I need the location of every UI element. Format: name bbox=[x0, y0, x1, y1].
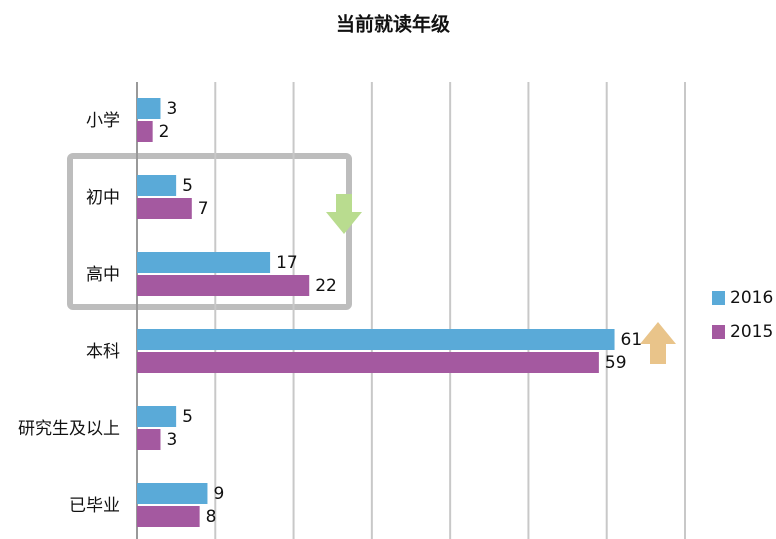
y-tick-label: 本科 bbox=[86, 342, 120, 362]
bar bbox=[137, 121, 153, 142]
down-arrow bbox=[326, 194, 362, 234]
bar bbox=[137, 483, 207, 504]
chart-title: 当前就读年级 bbox=[336, 13, 450, 36]
y-tick-label: 初中 bbox=[86, 188, 120, 208]
bar bbox=[137, 506, 200, 527]
bar bbox=[137, 329, 615, 350]
plot-area: 小学32初中57高中1722本科6159研究生及以上53已毕业982016201… bbox=[18, 82, 773, 539]
bar bbox=[137, 352, 599, 373]
bar bbox=[137, 198, 192, 219]
y-tick-label: 研究生及以上 bbox=[18, 419, 120, 439]
data-label: 7 bbox=[198, 199, 209, 219]
bar bbox=[137, 252, 270, 273]
data-label: 22 bbox=[315, 276, 337, 296]
legend-swatch bbox=[712, 291, 725, 305]
data-label: 8 bbox=[206, 507, 217, 527]
legend-swatch bbox=[712, 325, 725, 339]
y-tick-label: 小学 bbox=[86, 111, 120, 131]
chart: 当前就读年级 小学32初中57高中1722本科6159研究生及以上53已毕业98… bbox=[0, 0, 776, 539]
legend-label: 2015 bbox=[730, 322, 773, 342]
bar bbox=[137, 98, 160, 119]
data-label: 59 bbox=[605, 353, 627, 373]
bar bbox=[137, 406, 176, 427]
data-label: 5 bbox=[182, 176, 193, 196]
data-label: 9 bbox=[213, 484, 224, 504]
data-label: 3 bbox=[166, 430, 177, 450]
data-label: 61 bbox=[621, 330, 643, 350]
bar bbox=[137, 275, 309, 296]
bar bbox=[137, 175, 176, 196]
y-tick-label: 已毕业 bbox=[69, 496, 120, 516]
bar bbox=[137, 429, 160, 450]
data-label: 3 bbox=[166, 99, 177, 119]
y-tick-label: 高中 bbox=[86, 265, 120, 285]
data-label: 5 bbox=[182, 407, 193, 427]
data-label: 17 bbox=[276, 253, 298, 273]
legend-label: 2016 bbox=[730, 288, 773, 308]
up-arrow bbox=[640, 322, 676, 364]
data-label: 2 bbox=[159, 122, 170, 142]
